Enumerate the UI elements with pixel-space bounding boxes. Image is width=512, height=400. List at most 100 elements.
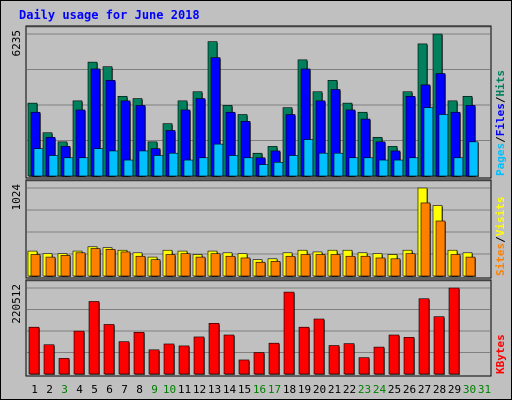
panel-bars <box>27 33 479 177</box>
bar-sites-day-29 <box>450 254 461 277</box>
bar-kbytes-day-16 <box>253 352 265 375</box>
bar-kbytes-day-2 <box>43 344 55 375</box>
day-label: 12 <box>193 383 206 396</box>
bar-sites-day-18 <box>285 255 296 277</box>
bar-pages-day-16 <box>258 164 269 177</box>
bar-pages-day-17 <box>273 162 284 177</box>
day-label: 10 <box>163 383 176 396</box>
day-label: 13 <box>208 383 221 396</box>
day-label: 19 <box>298 383 311 396</box>
chart-panels: 6235 Pages/Files/Hits 1024 Sites/Visits 2205… <box>10 25 507 377</box>
day-label: 7 <box>121 383 128 396</box>
day-label: 1 <box>31 383 38 396</box>
bar-kbytes-day-10 <box>163 343 175 375</box>
bar-sites-day-26 <box>405 253 416 277</box>
bar-pages-day-6 <box>108 150 119 177</box>
bar-pages-day-9 <box>153 155 164 177</box>
day-label: 9 <box>151 383 158 396</box>
panel-legend: Sites/Visits <box>494 197 507 277</box>
legend-hits: Hits <box>494 70 507 97</box>
day-label: 16 <box>253 383 266 396</box>
panel-bars <box>28 287 460 375</box>
panel-hits-files-pages: 6235 Pages/Files/Hits <box>10 25 507 179</box>
bar-kbytes-day-12 <box>193 336 205 375</box>
day-label: 25 <box>388 383 401 396</box>
bar-pages-day-11 <box>183 159 194 177</box>
bar-sites-day-13 <box>210 253 221 277</box>
bar-kbytes-day-3 <box>58 358 70 375</box>
day-label: 31 <box>478 383 491 396</box>
bar-kbytes-day-26 <box>403 337 415 375</box>
bar-sites-day-22 <box>345 255 356 277</box>
bar-pages-day-15 <box>243 157 254 177</box>
day-label: 29 <box>448 383 461 396</box>
bar-sites-day-7 <box>120 251 131 277</box>
panel-visits-sites: 1024 Sites/Visits <box>10 179 507 279</box>
chart-title: Daily usage for June 2018 <box>19 8 200 22</box>
bar-sites-day-1 <box>30 254 41 277</box>
bar-sites-day-14 <box>225 255 236 277</box>
bar-kbytes-day-17 <box>268 342 280 375</box>
bar-sites-day-9 <box>150 259 161 277</box>
bar-kbytes-day-4 <box>73 330 85 375</box>
bar-sites-day-8 <box>135 255 146 277</box>
bar-sites-day-3 <box>60 255 71 277</box>
bar-sites-day-16 <box>255 261 266 277</box>
day-label: 6 <box>106 383 113 396</box>
day-label: 17 <box>268 383 281 396</box>
bar-pages-day-29 <box>453 157 464 177</box>
bar-pages-day-24 <box>378 159 389 177</box>
bar-kbytes-day-22 <box>343 343 355 375</box>
bar-kbytes-day-29 <box>448 287 460 375</box>
day-label: 20 <box>313 383 326 396</box>
bar-sites-day-15 <box>240 257 251 277</box>
bar-pages-day-8 <box>138 150 149 177</box>
day-label: 18 <box>283 383 296 396</box>
bar-pages-day-7 <box>123 159 134 177</box>
bar-kbytes-day-23 <box>358 357 370 375</box>
day-label: 24 <box>373 383 387 396</box>
bar-sites-day-12 <box>195 256 206 277</box>
bar-pages-day-30 <box>468 141 479 177</box>
bar-sites-day-19 <box>300 254 311 277</box>
panel-legend: Pages/Files/Hits <box>494 70 507 176</box>
legend-pages: Pages <box>494 143 507 176</box>
bar-sites-day-28 <box>435 220 446 277</box>
legend-files: Files <box>494 103 507 136</box>
panel-max-label: 1024 <box>10 184 23 211</box>
bar-sites-day-6 <box>105 249 116 277</box>
bar-sites-day-20 <box>315 254 326 277</box>
day-label: 11 <box>178 383 191 396</box>
panel-max-label: 220512 <box>10 284 23 324</box>
bar-kbytes-day-18 <box>283 291 295 375</box>
day-label: 15 <box>238 383 251 396</box>
day-label: 4 <box>76 383 83 396</box>
bar-pages-day-13 <box>213 143 224 177</box>
bar-kbytes-day-9 <box>148 349 160 375</box>
bar-kbytes-day-19 <box>298 326 310 375</box>
bar-sites-day-25 <box>390 258 401 277</box>
bar-pages-day-27 <box>423 107 434 177</box>
bar-kbytes-day-21 <box>328 345 340 375</box>
bar-pages-day-2 <box>48 155 59 177</box>
day-label: 28 <box>433 383 446 396</box>
bar-kbytes-day-5 <box>88 301 100 375</box>
bar-kbytes-day-13 <box>208 322 220 375</box>
bar-pages-day-26 <box>408 157 419 177</box>
bar-pages-day-19 <box>303 139 314 177</box>
bar-pages-day-10 <box>168 152 179 177</box>
panel-max-label: 6235 <box>10 30 23 57</box>
day-label: 8 <box>136 383 143 396</box>
bar-kbytes-day-14 <box>223 334 235 375</box>
bar-sites-day-10 <box>165 254 176 277</box>
bar-sites-day-23 <box>360 255 371 277</box>
legend-kbytes: KBytes <box>494 334 507 374</box>
bar-kbytes-day-6 <box>103 324 115 375</box>
bar-sites-day-4 <box>75 252 86 277</box>
day-label: 22 <box>343 383 356 396</box>
bar-pages-day-28 <box>438 114 449 177</box>
bar-sites-day-2 <box>45 256 56 277</box>
panel-kbytes: 220512 KBytes <box>10 279 507 377</box>
bar-pages-day-21 <box>333 152 344 177</box>
day-label: 3 <box>61 383 68 396</box>
